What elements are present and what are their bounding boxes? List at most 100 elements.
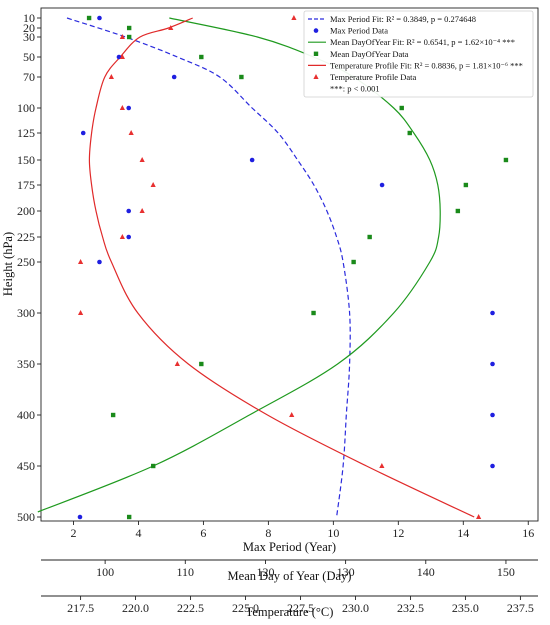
data-point bbox=[291, 15, 297, 20]
data-point bbox=[126, 234, 132, 240]
x-tick-label: 4 bbox=[135, 526, 141, 540]
data-point bbox=[119, 234, 125, 239]
x-tick-label: 235.0 bbox=[452, 601, 479, 615]
legend-label: Mean DayOfYear Data bbox=[330, 49, 409, 59]
y-tick-label: 450 bbox=[17, 459, 35, 473]
x-tick-label: 222.5 bbox=[177, 601, 204, 615]
y-tick-label: 300 bbox=[17, 306, 35, 320]
data-point bbox=[97, 259, 102, 265]
data-point bbox=[490, 361, 495, 367]
y-tick-label: 125 bbox=[17, 126, 35, 140]
y-tick-label: 225 bbox=[17, 230, 35, 244]
legend-label: Max Period Data bbox=[330, 26, 388, 36]
data-point bbox=[399, 105, 404, 111]
legend-swatch bbox=[313, 74, 319, 79]
x-tick-label: 230.0 bbox=[342, 601, 369, 615]
data-point bbox=[476, 514, 482, 519]
y-tick-label: 150 bbox=[17, 153, 35, 167]
data-point bbox=[126, 34, 132, 40]
data-point bbox=[110, 412, 116, 418]
x-tick-label: 225.0 bbox=[232, 601, 259, 615]
x-tick-label: 100 bbox=[96, 565, 114, 579]
data-point bbox=[80, 130, 86, 136]
y-tick-label: 175 bbox=[17, 178, 35, 192]
data-point bbox=[77, 514, 83, 520]
legend-swatch bbox=[313, 28, 319, 33]
y-tick-label: 350 bbox=[17, 357, 35, 371]
y-tick-label: 50 bbox=[23, 50, 35, 64]
data-point bbox=[174, 361, 180, 366]
data-point bbox=[86, 15, 92, 21]
data-point bbox=[139, 208, 145, 213]
y-axis-title: Height (hPa) bbox=[1, 232, 15, 296]
data-point bbox=[77, 259, 84, 264]
data-point bbox=[379, 463, 385, 468]
x-tick-label: 6 bbox=[200, 526, 206, 540]
x-tick-label: 110 bbox=[177, 565, 195, 579]
scatter-marks bbox=[77, 15, 509, 520]
data-point bbox=[311, 310, 316, 316]
y-tick-label: 20 bbox=[23, 21, 35, 35]
data-point bbox=[126, 208, 132, 214]
x-axes: 2 4 6 8 10 12 14 16 Max Period (Year) 100 110 120 13… bbox=[41, 521, 538, 619]
x-tick-label: 120 bbox=[256, 565, 274, 579]
y-tick-label: 500 bbox=[17, 510, 35, 524]
data-point bbox=[239, 74, 244, 80]
legend-label: Temperature Profile Fit: R² = 0.8836, p … bbox=[330, 60, 523, 70]
data-point bbox=[168, 25, 174, 30]
x-tick-label: 140 bbox=[417, 565, 435, 579]
data-point bbox=[126, 25, 132, 31]
x-axis-title: Max Period (Year) bbox=[243, 540, 336, 554]
x-tick-label: 217.5 bbox=[67, 601, 94, 615]
data-point bbox=[150, 182, 156, 187]
x-tick-label: 14 bbox=[457, 526, 469, 540]
data-point bbox=[199, 54, 204, 60]
y-tick-label: 100 bbox=[17, 101, 35, 115]
data-point bbox=[97, 15, 102, 21]
data-point bbox=[171, 74, 177, 80]
data-point bbox=[119, 34, 125, 39]
data-point bbox=[126, 514, 132, 520]
data-point bbox=[119, 105, 125, 110]
data-point bbox=[463, 182, 469, 188]
legend-label: Temperature Profile Data bbox=[330, 72, 416, 82]
data-point bbox=[249, 157, 255, 163]
y-tick-label: 70 bbox=[23, 70, 35, 84]
legend: Max Period Fit: R² = 0.3849, p = 0.27464… bbox=[303, 10, 534, 98]
data-point bbox=[503, 157, 509, 163]
x-tick-label: 227.5 bbox=[287, 601, 314, 615]
data-point bbox=[108, 74, 114, 79]
y-tick-label: 250 bbox=[17, 255, 35, 269]
x-axis-title: Mean Day of Year (Day) bbox=[228, 569, 352, 583]
fit-line bbox=[66, 17, 351, 518]
data-point bbox=[116, 54, 122, 60]
y-tick-label: 400 bbox=[17, 408, 35, 422]
x-tick-label: 10 bbox=[327, 526, 339, 540]
x-tick-label: 130 bbox=[337, 565, 355, 579]
data-point bbox=[77, 310, 84, 315]
y-tick-label: 30 bbox=[23, 30, 35, 44]
data-point bbox=[351, 259, 356, 265]
data-point bbox=[490, 310, 495, 316]
legend-swatch bbox=[313, 51, 319, 56]
x-tick-label: 2 bbox=[70, 526, 76, 540]
x-axis-title: Temperature (°C) bbox=[246, 605, 334, 619]
x-tick-label: 8 bbox=[265, 526, 271, 540]
x-tick-label: 232.5 bbox=[397, 601, 424, 615]
x-tick-label: 12 bbox=[392, 526, 404, 540]
y-tick-label: 10 bbox=[23, 11, 35, 25]
data-point bbox=[407, 130, 412, 136]
x-tick-label: 237.5 bbox=[507, 601, 534, 615]
data-point bbox=[367, 234, 372, 240]
data-point bbox=[289, 412, 295, 417]
data-point bbox=[379, 182, 385, 188]
x-tick-label: 220.0 bbox=[122, 601, 149, 615]
data-point bbox=[119, 54, 125, 59]
data-point bbox=[128, 130, 134, 135]
legend-label: Mean DayOfYear Fit: R² = 0.6541, p = 1.6… bbox=[330, 37, 515, 47]
data-point bbox=[151, 463, 156, 469]
y-tick-label: 200 bbox=[17, 204, 35, 218]
data-point bbox=[199, 361, 204, 367]
